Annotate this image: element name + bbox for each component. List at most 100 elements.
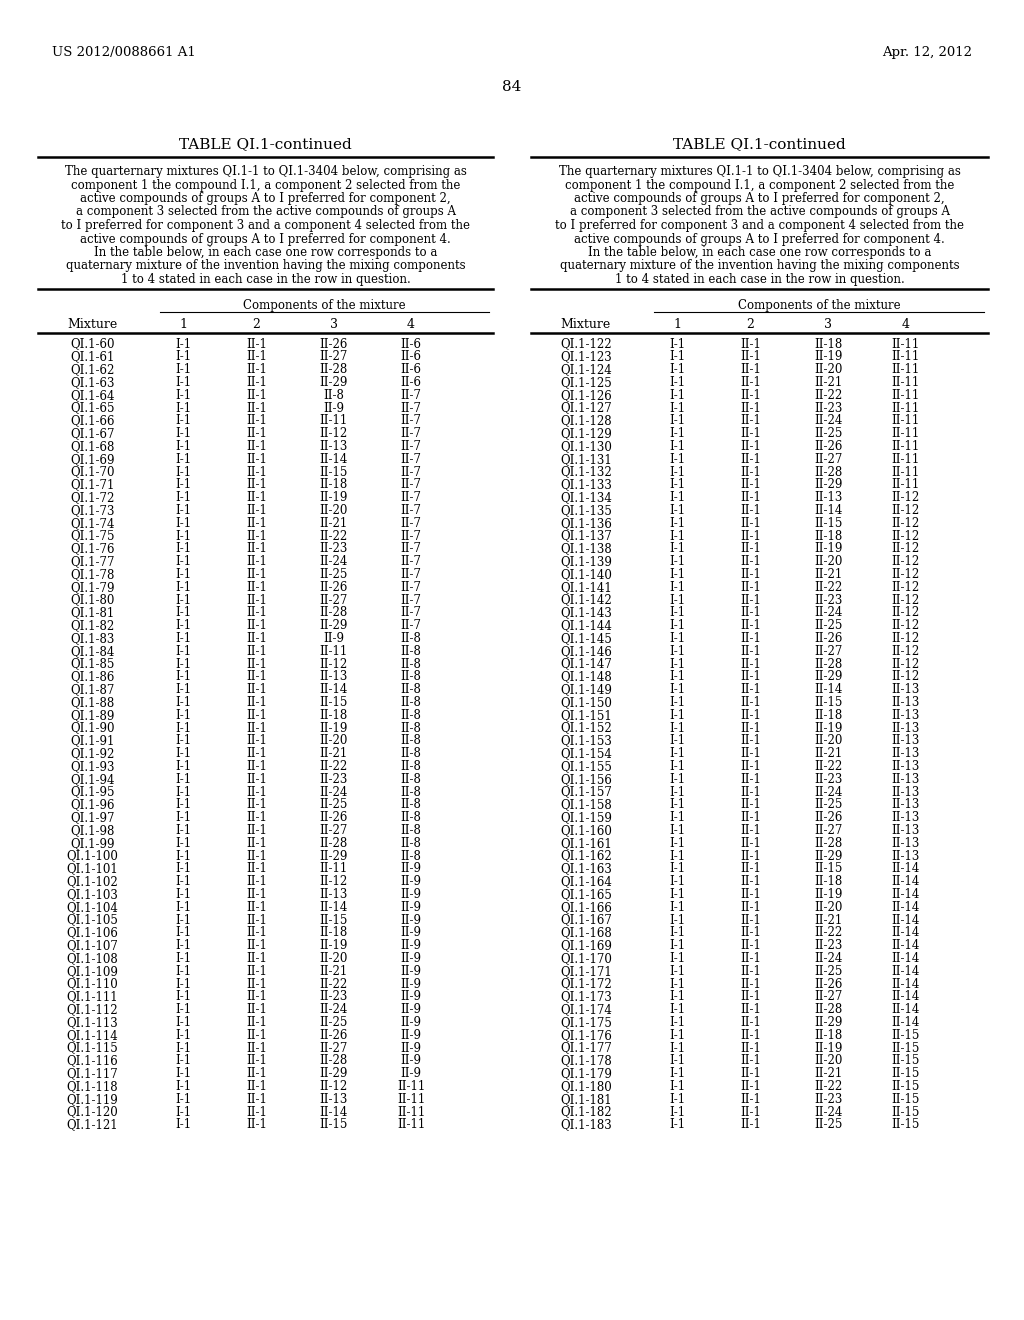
Text: Apr. 12, 2012: Apr. 12, 2012 — [882, 46, 972, 59]
Text: I-1: I-1 — [669, 734, 685, 747]
Text: II-29: II-29 — [319, 619, 348, 632]
Text: II-14: II-14 — [892, 1003, 920, 1016]
Text: QI.1-135: QI.1-135 — [560, 504, 611, 517]
Text: II-15: II-15 — [892, 1106, 920, 1118]
Text: II-21: II-21 — [814, 568, 842, 581]
Text: I-1: I-1 — [175, 952, 191, 965]
Text: I-1: I-1 — [175, 504, 191, 517]
Text: II-1: II-1 — [246, 978, 267, 990]
Text: II-14: II-14 — [892, 875, 920, 888]
Text: II-29: II-29 — [814, 1016, 842, 1028]
Text: I-1: I-1 — [669, 810, 685, 824]
Text: II-1: II-1 — [740, 543, 761, 556]
Text: II-15: II-15 — [892, 1041, 920, 1055]
Text: II-7: II-7 — [400, 453, 422, 466]
Text: II-8: II-8 — [324, 388, 344, 401]
Text: II-12: II-12 — [319, 1080, 348, 1093]
Text: II-15: II-15 — [814, 516, 842, 529]
Text: II-18: II-18 — [319, 927, 348, 940]
Text: II-1: II-1 — [246, 363, 267, 376]
Text: I-1: I-1 — [669, 1067, 685, 1080]
Text: II-11: II-11 — [892, 440, 920, 453]
Text: QI.1-125: QI.1-125 — [560, 376, 611, 389]
Text: II-23: II-23 — [814, 772, 842, 785]
Text: II-1: II-1 — [246, 900, 267, 913]
Text: II-19: II-19 — [319, 722, 348, 734]
Text: II-9: II-9 — [400, 952, 422, 965]
Text: QI.1-182: QI.1-182 — [560, 1106, 611, 1118]
Text: II-11: II-11 — [892, 414, 920, 428]
Text: II-7: II-7 — [400, 516, 422, 529]
Text: QI.1-129: QI.1-129 — [560, 428, 611, 440]
Text: II-28: II-28 — [814, 466, 842, 479]
Text: QI.1-183: QI.1-183 — [560, 1118, 611, 1131]
Text: II-1: II-1 — [246, 581, 267, 594]
Text: I-1: I-1 — [669, 594, 685, 606]
Text: II-20: II-20 — [319, 952, 348, 965]
Text: II-9: II-9 — [400, 1028, 422, 1041]
Text: II-26: II-26 — [319, 338, 348, 351]
Text: I-1: I-1 — [175, 772, 191, 785]
Text: QI.1-145: QI.1-145 — [560, 632, 611, 645]
Text: I-1: I-1 — [175, 1080, 191, 1093]
Text: I-1: I-1 — [175, 990, 191, 1003]
Text: I-1: I-1 — [669, 913, 685, 927]
Text: QI.1-169: QI.1-169 — [560, 939, 611, 952]
Text: QI.1-101: QI.1-101 — [67, 862, 119, 875]
Text: II-20: II-20 — [814, 734, 842, 747]
Text: QI.1-174: QI.1-174 — [560, 1003, 611, 1016]
Text: QI.1-140: QI.1-140 — [560, 568, 611, 581]
Text: QI.1-146: QI.1-146 — [560, 644, 611, 657]
Text: II-14: II-14 — [814, 684, 842, 696]
Text: I-1: I-1 — [175, 799, 191, 812]
Text: II-7: II-7 — [400, 478, 422, 491]
Text: II-15: II-15 — [319, 913, 348, 927]
Text: II-1: II-1 — [246, 1055, 267, 1068]
Text: II-11: II-11 — [892, 428, 920, 440]
Text: II-28: II-28 — [319, 606, 348, 619]
Text: QI.1-172: QI.1-172 — [560, 978, 611, 990]
Text: II-8: II-8 — [400, 785, 422, 799]
Text: II-26: II-26 — [814, 632, 842, 645]
Text: I-1: I-1 — [669, 875, 685, 888]
Text: II-11: II-11 — [892, 350, 920, 363]
Text: I-1: I-1 — [175, 965, 191, 978]
Text: II-7: II-7 — [400, 414, 422, 428]
Text: II-1: II-1 — [740, 338, 761, 351]
Text: QI.1-70: QI.1-70 — [71, 466, 115, 479]
Text: II-1: II-1 — [740, 363, 761, 376]
Text: II-22: II-22 — [814, 388, 842, 401]
Text: II-8: II-8 — [400, 772, 422, 785]
Text: II-24: II-24 — [814, 1106, 842, 1118]
Text: II-20: II-20 — [814, 363, 842, 376]
Text: QI.1-157: QI.1-157 — [560, 785, 611, 799]
Text: I-1: I-1 — [669, 440, 685, 453]
Text: II-13: II-13 — [892, 824, 920, 837]
Text: II-9: II-9 — [400, 1003, 422, 1016]
Text: I-1: I-1 — [175, 939, 191, 952]
Text: 3: 3 — [824, 318, 833, 330]
Text: II-1: II-1 — [740, 900, 761, 913]
Text: II-12: II-12 — [892, 606, 920, 619]
Text: I-1: I-1 — [669, 543, 685, 556]
Text: I-1: I-1 — [669, 760, 685, 774]
Text: QI.1-79: QI.1-79 — [71, 581, 115, 594]
Text: II-13: II-13 — [319, 888, 348, 900]
Text: II-14: II-14 — [319, 453, 348, 466]
Text: quaternary mixture of the invention having the mixing components: quaternary mixture of the invention havi… — [66, 260, 465, 272]
Text: II-11: II-11 — [397, 1106, 425, 1118]
Text: II-1: II-1 — [740, 1093, 761, 1106]
Text: II-1: II-1 — [740, 440, 761, 453]
Text: II-1: II-1 — [246, 1106, 267, 1118]
Text: II-11: II-11 — [892, 466, 920, 479]
Text: I-1: I-1 — [669, 722, 685, 734]
Text: II-27: II-27 — [814, 453, 842, 466]
Text: QI.1-175: QI.1-175 — [560, 1016, 611, 1028]
Text: I-1: I-1 — [669, 671, 685, 684]
Text: II-15: II-15 — [814, 696, 842, 709]
Text: II-27: II-27 — [319, 824, 348, 837]
Text: II-1: II-1 — [246, 810, 267, 824]
Text: II-18: II-18 — [814, 1028, 842, 1041]
Text: QI.1-119: QI.1-119 — [67, 1093, 119, 1106]
Text: I-1: I-1 — [669, 657, 685, 671]
